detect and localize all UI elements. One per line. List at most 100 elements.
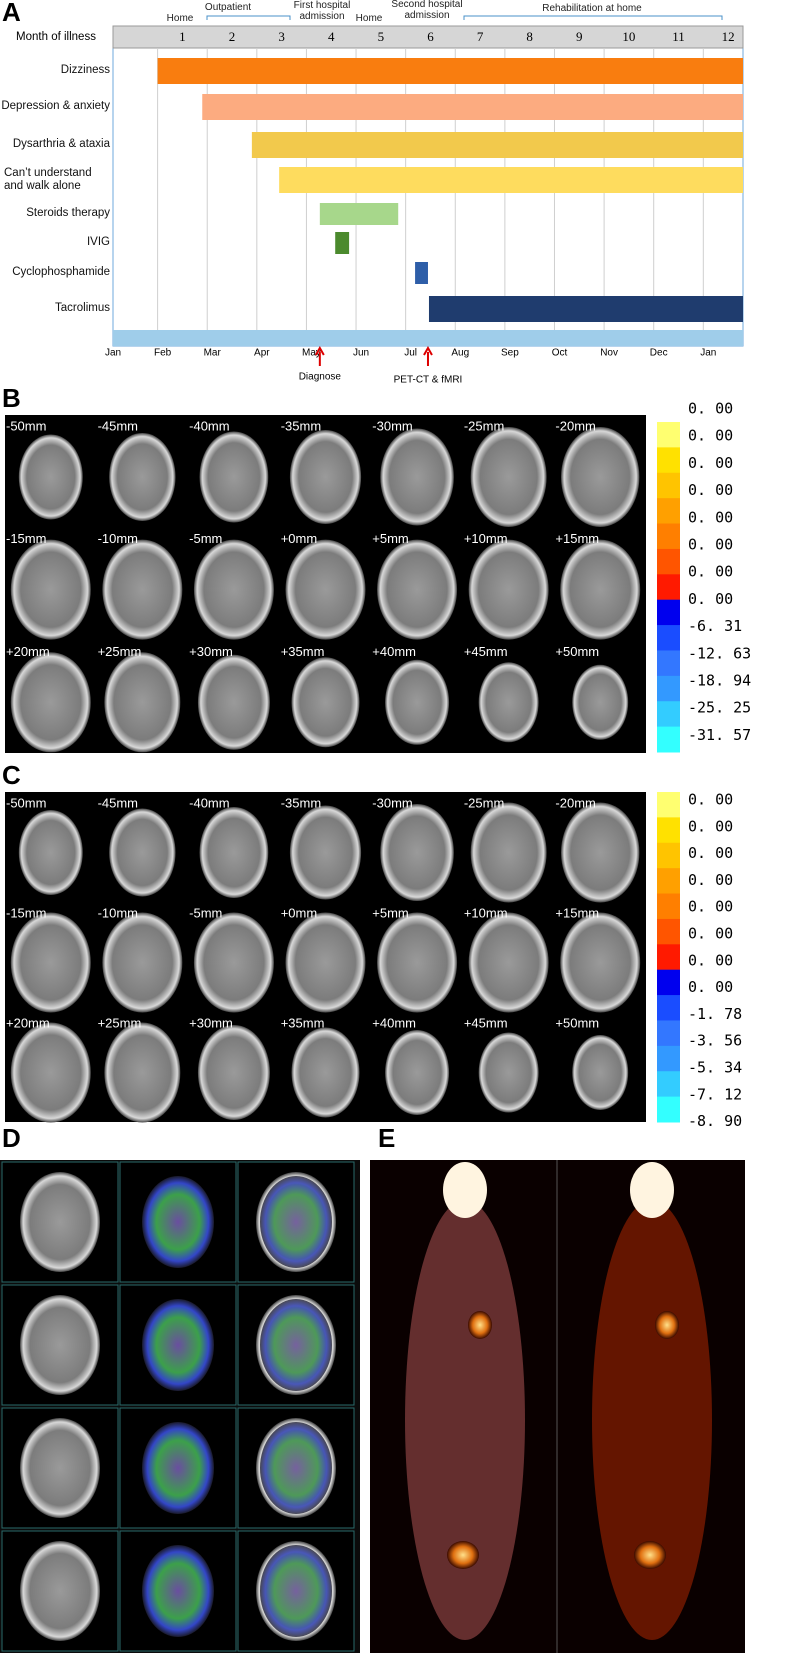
brain-slice: [385, 659, 450, 745]
slice-label: -50mm: [6, 418, 46, 433]
slice-label: +20mm: [6, 1015, 50, 1030]
slice-label: -15mm: [6, 905, 46, 920]
colorbar-label: 0. 00: [688, 871, 733, 889]
colorbar-label: -7. 12: [688, 1085, 742, 1103]
brain-slice: [10, 539, 91, 640]
x-tick-label: Jan: [105, 348, 121, 359]
brain-slice: [572, 664, 629, 740]
slice-label: +50mm: [555, 644, 599, 659]
month-number: 2: [229, 29, 236, 44]
colorbar-label: -25. 25: [688, 699, 751, 717]
bar: [335, 232, 350, 254]
colorbar-swatch: [657, 574, 680, 601]
x-tick-label: Jan: [700, 348, 716, 359]
brain-slice: [10, 652, 91, 753]
colorbar-label: 0. 00: [688, 481, 733, 499]
slice-label: +25mm: [98, 1015, 142, 1030]
colorbar-label: -31. 57: [688, 726, 751, 744]
colorbar-swatch: [657, 548, 680, 575]
brain-slice: [478, 1032, 539, 1113]
slice-label: -45mm: [98, 418, 138, 433]
slice-label: +45mm: [464, 1015, 508, 1030]
colorbar-swatch: [657, 1071, 680, 1098]
slice-label: -10mm: [98, 905, 138, 920]
colorbar-label: 0. 00: [688, 563, 733, 581]
x-tick-label: Jul: [404, 348, 417, 359]
body-head: [630, 1162, 674, 1218]
panel-label: D: [2, 1123, 21, 1153]
slice-label: -30mm: [372, 795, 412, 810]
x-tick-label: Jun: [353, 348, 369, 359]
brain-slice: [10, 1022, 91, 1123]
phase-bracket: [206, 15, 723, 20]
colorbar-label: 0. 00: [688, 844, 733, 862]
month-number: 11: [672, 29, 685, 44]
annotation-label: Diagnose: [299, 372, 342, 383]
brain-slice: [109, 808, 176, 897]
colorbar-label: -8. 90: [688, 1112, 742, 1130]
row-label: IVIG: [86, 236, 110, 248]
row-label: Tacrolimus: [55, 302, 110, 314]
colorbar-label: 0. 00: [688, 951, 733, 969]
brain-slice: [102, 912, 183, 1013]
x-tick-label: Sep: [501, 348, 519, 359]
phase-label: Outpatient: [204, 2, 252, 13]
axis-title: Month of illness: [16, 31, 96, 43]
slice-label: -5mm: [189, 531, 222, 546]
colorbar-swatch: [657, 599, 680, 626]
slice-label: +35mm: [281, 1015, 325, 1030]
x-tick-label: Dec: [650, 348, 668, 359]
brain-slice: [380, 804, 454, 901]
colorbar-swatch: [657, 995, 680, 1021]
slice-label: -25mm: [464, 418, 504, 433]
row-label: Dizziness: [60, 64, 110, 76]
x-tick-label: Oct: [552, 348, 568, 359]
x-tick-label: Apr: [254, 348, 270, 359]
colorbar-label: -1. 78: [688, 1005, 742, 1023]
colorbar-swatch: [657, 472, 680, 499]
x-tick-label: Mar: [204, 348, 222, 359]
colorbar-label: 0. 00: [688, 454, 733, 472]
row-label: Depression & anxiety: [1, 100, 110, 112]
slice-label: +35mm: [281, 644, 325, 659]
brain-slice: [199, 431, 269, 523]
body-torso: [405, 1200, 525, 1640]
ct-slice: [20, 1418, 100, 1518]
slice-label: -10mm: [98, 531, 138, 546]
brain-slice: [289, 805, 362, 900]
annotation-arrow: [423, 345, 433, 366]
slice-label: -25mm: [464, 795, 504, 810]
pet-slice: [142, 1176, 214, 1268]
colorbar-swatch: [657, 675, 680, 702]
slice-label: +0mm: [281, 905, 317, 920]
colorbar-label: 0. 00: [688, 791, 733, 809]
x-tick-label: Aug: [451, 348, 469, 359]
brain-slice: [291, 1027, 360, 1118]
slice-label: +30mm: [189, 1015, 233, 1030]
month-number: 12: [722, 29, 735, 44]
colorbar-label: 0. 00: [688, 898, 733, 916]
brain-slice: [470, 426, 547, 527]
brain-slice: [561, 426, 640, 527]
slice-label: -35mm: [281, 418, 321, 433]
uptake-spot: [655, 1311, 679, 1339]
colorbar-swatch: [657, 918, 680, 945]
colorbar-label: 0. 00: [688, 978, 733, 996]
ct-slice: [20, 1295, 100, 1395]
pet-slice: [142, 1422, 214, 1514]
panel-label: A: [2, 0, 21, 27]
bar: [428, 296, 743, 322]
pet-slice: [260, 1422, 332, 1514]
brain-slice: [470, 802, 547, 903]
colorbar-label: -5. 34: [688, 1059, 742, 1077]
brain-slice: [197, 654, 270, 750]
pet-slice: [142, 1545, 214, 1637]
colorbar-swatch: [657, 701, 680, 728]
bar: [157, 58, 743, 84]
bar: [251, 132, 743, 158]
colorbar-swatch: [657, 1096, 680, 1123]
month-header: [112, 25, 744, 49]
panel-label: E: [378, 1123, 395, 1153]
month-number: 10: [622, 29, 635, 44]
